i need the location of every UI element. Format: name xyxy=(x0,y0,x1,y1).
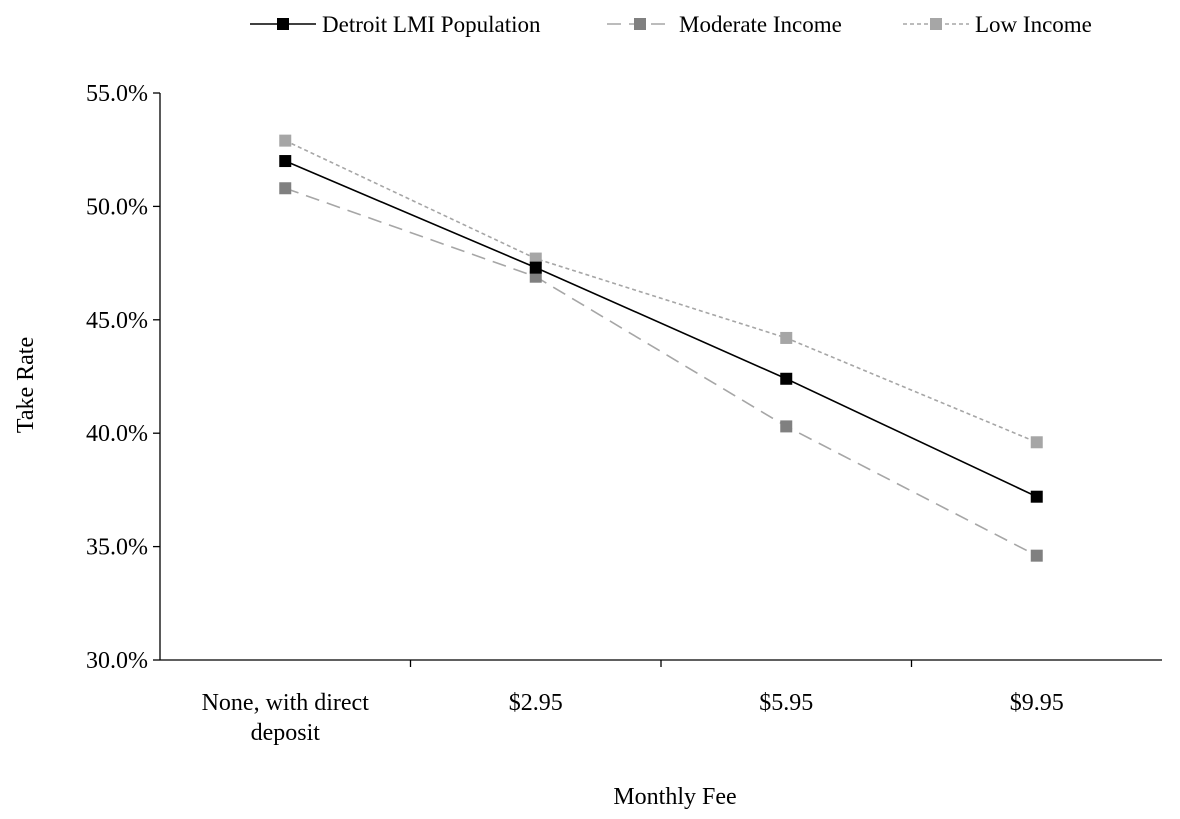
data-point xyxy=(279,182,292,195)
x-tick-label: $5.95 xyxy=(759,690,813,716)
data-point xyxy=(1030,436,1043,449)
series-moderate-income xyxy=(279,182,1043,562)
data-point xyxy=(780,331,793,344)
x-tick-label: $9.95 xyxy=(1010,690,1064,716)
y-tick-label: 30.0% xyxy=(86,648,148,674)
series-low-income xyxy=(279,134,1043,449)
legend-label: Moderate Income xyxy=(679,12,842,37)
legend-label: Detroit LMI Population xyxy=(322,12,541,37)
series-line xyxy=(284,160,1038,498)
y-axis-ticks: 30.0% 35.0% 40.0% 45.0% 50.0% 55.0% xyxy=(86,81,160,674)
series-detroit-lmi-population xyxy=(279,155,1043,503)
x-tick-label-line: $9.95 xyxy=(1010,690,1064,716)
legend-swatch-marker xyxy=(634,18,646,30)
series-layer xyxy=(279,134,1043,562)
data-point xyxy=(780,420,793,433)
x-axis-title: Monthly Fee xyxy=(613,784,736,810)
y-tick-label: 50.0% xyxy=(86,194,148,220)
y-axis-title: Take Rate xyxy=(13,337,39,433)
legend-swatch-marker xyxy=(277,18,289,30)
data-point xyxy=(529,270,542,283)
data-point xyxy=(1030,549,1043,562)
x-tick-label-line: deposit xyxy=(251,720,321,746)
data-point xyxy=(780,372,793,385)
y-tick-label: 35.0% xyxy=(86,535,148,561)
x-tick-label-line: $5.95 xyxy=(759,690,813,716)
y-tick-label: 45.0% xyxy=(86,308,148,334)
x-tick-label-line: $2.95 xyxy=(509,690,563,716)
data-point xyxy=(529,261,542,274)
legend-item-detroit-lmi-population: Detroit LMI Population xyxy=(250,12,541,37)
legend-item-moderate-income: Moderate Income xyxy=(607,12,842,37)
data-point xyxy=(279,155,292,168)
data-point xyxy=(529,252,542,265)
data-point xyxy=(279,134,292,147)
x-axis-ticks: None, with direct deposit $2.95 $5.95 $9.95 xyxy=(202,660,1064,746)
axes xyxy=(159,93,1162,661)
y-tick-label: 55.0% xyxy=(86,81,148,107)
legend-swatch-marker xyxy=(930,18,942,30)
x-tick-label: None, with direct deposit xyxy=(202,690,370,746)
x-tick-label: $2.95 xyxy=(509,690,563,716)
legend: Detroit LMI Population Moderate Income Low… xyxy=(250,12,1092,37)
data-point xyxy=(1030,490,1043,503)
x-tick-label-line: None, with direct xyxy=(202,690,370,716)
legend-item-low-income: Low Income xyxy=(903,12,1092,37)
series-line xyxy=(284,187,1038,557)
legend-label: Low Income xyxy=(975,12,1092,37)
y-tick-label: 40.0% xyxy=(86,421,148,447)
series-line xyxy=(284,139,1038,444)
